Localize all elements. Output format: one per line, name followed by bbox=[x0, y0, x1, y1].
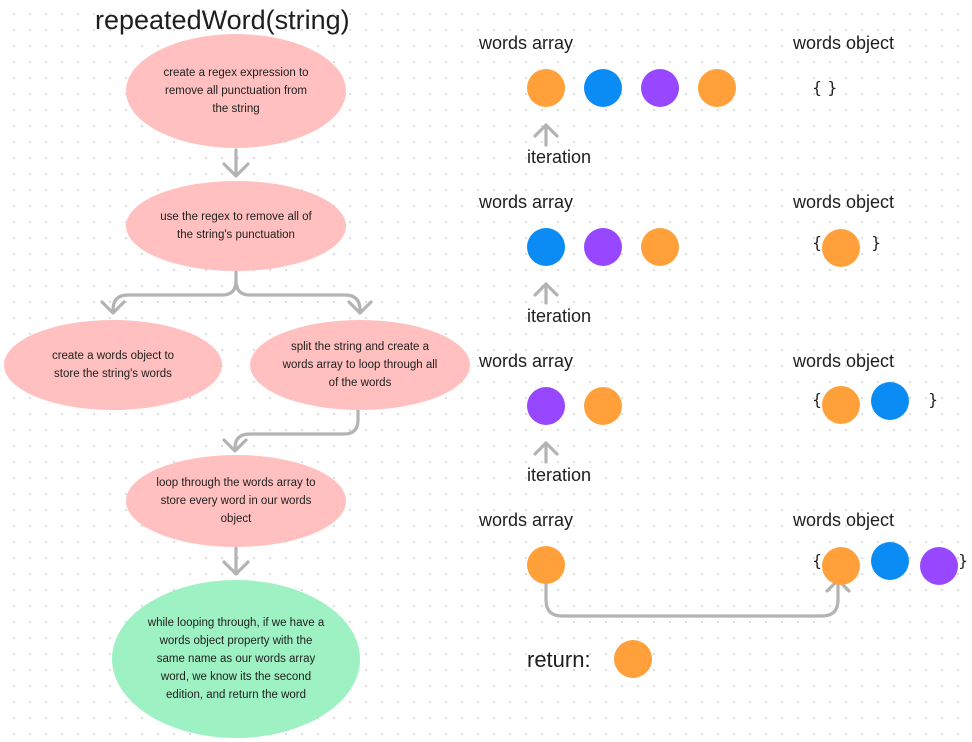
object-word-dot bbox=[871, 542, 909, 580]
object-word-dot bbox=[822, 386, 860, 424]
object-word-dot bbox=[822, 547, 860, 585]
array-word-dot bbox=[641, 228, 679, 266]
flow-step-text: use the regex to remove all of the strin… bbox=[160, 211, 312, 241]
array-word-dot bbox=[527, 387, 565, 425]
arrowhead-step3b-to-step4 bbox=[222, 438, 248, 453]
iteration-arrowhead-1 bbox=[533, 123, 559, 138]
object-brace-open: { bbox=[812, 233, 823, 252]
words-array-label: words array bbox=[479, 33, 574, 53]
iteration-label-3: iteration bbox=[527, 465, 592, 485]
object-word-dot bbox=[920, 547, 958, 585]
flow-step-create-object: create a words object to store the strin… bbox=[4, 320, 222, 410]
arrowhead-step4-to-step5 bbox=[222, 560, 250, 576]
arrowhead-step1-to-step2 bbox=[222, 162, 250, 178]
array-word-dot bbox=[584, 387, 622, 425]
words-array-label: words array bbox=[479, 351, 574, 371]
page-title: repeatedWord(string) bbox=[95, 5, 350, 35]
return-word-dot bbox=[614, 640, 652, 678]
arrow-step3b-to-step4 bbox=[233, 400, 360, 450]
arrow-step2-split-right bbox=[234, 279, 362, 312]
object-word-dot bbox=[871, 382, 909, 420]
object-word-dot bbox=[822, 229, 860, 267]
words-object-label: words object bbox=[793, 351, 895, 371]
words-object-label: words object bbox=[793, 33, 895, 53]
flow-step-text: loop through the words array to store ev… bbox=[156, 477, 316, 525]
array-word-dot bbox=[584, 228, 622, 266]
flow-step-create-regex: create a regex expression to remove all … bbox=[126, 34, 346, 148]
array-word-dot bbox=[698, 69, 736, 107]
array-word-dot bbox=[584, 69, 622, 107]
object-brace-open: { bbox=[812, 390, 823, 409]
iteration-arrowhead-3 bbox=[533, 441, 559, 456]
flow-step-text: while looping through, if we have a word… bbox=[147, 617, 325, 701]
array-word-dot bbox=[527, 228, 565, 266]
words-array-label: words array bbox=[479, 510, 574, 530]
flow-step-remove-punctuation: use the regex to remove all of the strin… bbox=[126, 181, 346, 271]
object-brace-close: } bbox=[928, 390, 939, 409]
return-label: return: bbox=[527, 647, 591, 672]
object-brace-close: } bbox=[871, 233, 882, 252]
arrowhead-step2-left bbox=[100, 300, 126, 315]
flow-step-return-word: while looping through, if we have a word… bbox=[112, 580, 360, 738]
words-array-label: words array bbox=[479, 192, 574, 212]
iteration-arrowhead-2 bbox=[533, 282, 559, 297]
flow-step-split-string: split the string and create a words arra… bbox=[250, 320, 470, 410]
iteration-label-1: iteration bbox=[527, 147, 592, 167]
array-word-dot bbox=[641, 69, 679, 107]
object-brace-close: } bbox=[958, 551, 969, 570]
flow-step-loop-words: loop through the words array to store ev… bbox=[126, 455, 346, 547]
array-word-dot bbox=[527, 69, 565, 107]
iteration-label-2: iteration bbox=[527, 306, 592, 326]
array-word-dot bbox=[527, 546, 565, 584]
words-object-label: words object bbox=[793, 192, 895, 212]
words-object-label: words object bbox=[793, 510, 895, 530]
arrow-step2-split bbox=[111, 270, 238, 312]
object-empty-braces: { } bbox=[812, 78, 838, 97]
flow-step-text: create a regex expression to remove all … bbox=[163, 67, 309, 115]
match-arrow bbox=[544, 580, 840, 618]
flow-step-text: split the string and create a words arra… bbox=[282, 341, 438, 389]
flow-step-text: create a words object to store the strin… bbox=[51, 350, 175, 380]
object-brace-open: { bbox=[812, 551, 823, 570]
arrowhead-step2-right bbox=[347, 300, 373, 315]
